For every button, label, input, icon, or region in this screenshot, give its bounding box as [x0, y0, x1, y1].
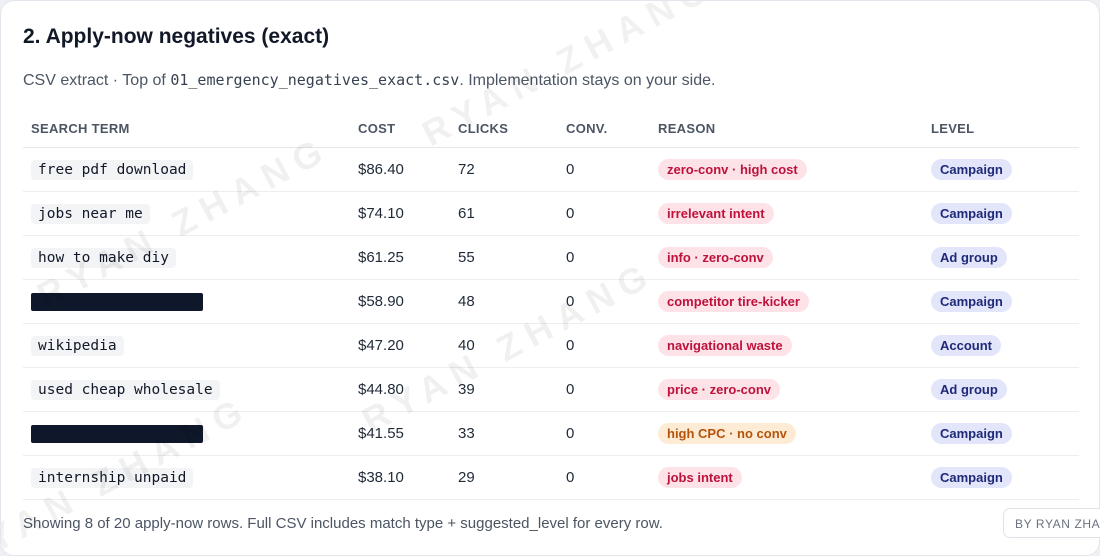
cell-clicks: 72: [450, 147, 558, 192]
cell-reason: navigational waste: [650, 323, 923, 368]
reason-badge: competitor tire-kicker: [658, 291, 809, 312]
level-badge: Campaign: [931, 423, 1012, 444]
level-badge: Campaign: [931, 159, 1012, 180]
cell-conv: 0: [558, 455, 650, 500]
cell-search-term: free pdf download: [23, 147, 350, 192]
cell-cost: $44.80: [350, 367, 450, 412]
column-header-cost: COST: [350, 109, 450, 148]
cell-search-term: jobs near me: [23, 191, 350, 236]
redacted-term-block: [31, 292, 203, 311]
cell-clicks: 39: [450, 367, 558, 412]
csv-filename: 01_emergency_negatives_exact.csv: [170, 71, 460, 89]
reason-badge: jobs intent: [658, 467, 742, 488]
cell-cost: $38.10: [350, 455, 450, 500]
table-body: free pdf download $86.40 72 0 zero-conv · hi…: [23, 147, 1079, 500]
column-header-conv: CONV.: [558, 109, 650, 148]
level-badge: Campaign: [931, 203, 1012, 224]
search-term-chip: used cheap wholesale: [31, 379, 220, 400]
column-header-search-term: SEARCH TERM: [23, 109, 350, 148]
subtitle-suffix: . Implementation stays on your side.: [459, 72, 716, 89]
cell-search-term: [23, 279, 350, 324]
cell-search-term: how to make diy: [23, 235, 350, 280]
column-header-reason: REASON: [650, 109, 923, 148]
search-term-chip: jobs near me: [31, 203, 150, 224]
cell-reason: zero-conv · high cost: [650, 147, 923, 192]
cell-level: Ad group: [923, 235, 1079, 280]
column-header-level: LEVEL: [923, 109, 1079, 148]
reason-badge: zero-conv · high cost: [658, 159, 807, 180]
redacted-term-block: [31, 424, 203, 443]
negatives-table: SEARCH TERM COST CLICKS CONV. REASON LEV…: [23, 109, 1079, 500]
author-badge[interactable]: BY RYAN ZHANG: [1003, 508, 1100, 538]
section-title: 2. Apply-now negatives (exact): [23, 25, 330, 48]
cell-cost: $74.10: [350, 191, 450, 236]
level-badge: Ad group: [931, 247, 1007, 268]
cell-reason: high CPC · no conv: [650, 411, 923, 456]
level-badge: Campaign: [931, 467, 1012, 488]
cell-clicks: 33: [450, 411, 558, 456]
search-term-chip: free pdf download: [31, 159, 194, 180]
reason-badge: high CPC · no conv: [658, 423, 796, 444]
cell-reason: info · zero-conv: [650, 235, 923, 280]
table-row[interactable]: $41.55 33 0 high CPC · no conv Campaign: [23, 411, 1079, 456]
cell-level: Ad group: [923, 367, 1079, 412]
cell-reason: irrelevant intent: [650, 191, 923, 236]
cell-search-term: [23, 411, 350, 456]
cell-conv: 0: [558, 235, 650, 280]
cell-conv: 0: [558, 279, 650, 324]
cell-level: Campaign: [923, 455, 1079, 500]
search-term-chip: wikipedia: [31, 335, 124, 356]
table-row[interactable]: internship unpaid $38.10 29 0 jobs intent Cam…: [23, 455, 1079, 500]
reason-badge: irrelevant intent: [658, 203, 774, 224]
table-row[interactable]: how to make diy $61.25 55 0 info · zero-conv…: [23, 235, 1079, 280]
table-row[interactable]: used cheap wholesale $44.80 39 0 price · zer…: [23, 367, 1079, 412]
search-term-chip: internship unpaid: [31, 467, 194, 488]
cell-conv: 0: [558, 191, 650, 236]
table-row[interactable]: $58.90 48 0 competitor tire-kicker Campaign: [23, 279, 1079, 324]
footer-note: Showing 8 of 20 apply-now rows. Full CSV…: [23, 515, 663, 532]
search-term-chip: how to make diy: [31, 247, 176, 268]
cell-clicks: 48: [450, 279, 558, 324]
cell-clicks: 55: [450, 235, 558, 280]
cell-conv: 0: [558, 323, 650, 368]
table-header: SEARCH TERM COST CLICKS CONV. REASON LEV…: [23, 109, 1079, 148]
reason-badge: navigational waste: [658, 335, 792, 356]
cell-level: Account: [923, 323, 1079, 368]
cell-conv: 0: [558, 147, 650, 192]
reason-badge: price · zero-conv: [658, 379, 781, 400]
cell-level: Campaign: [923, 147, 1079, 192]
level-badge: Account: [931, 335, 1001, 356]
cell-search-term: used cheap wholesale: [23, 367, 350, 412]
table-row[interactable]: wikipedia $47.20 40 0 navigational waste Acco…: [23, 323, 1079, 368]
table-row[interactable]: free pdf download $86.40 72 0 zero-conv · hi…: [23, 147, 1079, 192]
cell-reason: price · zero-conv: [650, 367, 923, 412]
table-row[interactable]: jobs near me $74.10 61 0 irrelevant intent Ca…: [23, 191, 1079, 236]
cell-level: Campaign: [923, 191, 1079, 236]
reason-badge: info · zero-conv: [658, 247, 773, 268]
cell-reason: competitor tire-kicker: [650, 279, 923, 324]
cell-cost: $47.20: [350, 323, 450, 368]
section-subtitle: CSV extract · Top of 01_emergency_negati…: [23, 71, 715, 90]
cell-search-term: wikipedia: [23, 323, 350, 368]
cell-conv: 0: [558, 367, 650, 412]
cell-conv: 0: [558, 411, 650, 456]
cell-clicks: 61: [450, 191, 558, 236]
cell-cost: $61.25: [350, 235, 450, 280]
cell-reason: jobs intent: [650, 455, 923, 500]
cell-cost: $41.55: [350, 411, 450, 456]
column-header-clicks: CLICKS: [450, 109, 558, 148]
cell-cost: $58.90: [350, 279, 450, 324]
cell-clicks: 29: [450, 455, 558, 500]
level-badge: Campaign: [931, 291, 1012, 312]
cell-level: Campaign: [923, 411, 1079, 456]
cell-search-term: internship unpaid: [23, 455, 350, 500]
level-badge: Ad group: [931, 379, 1007, 400]
cell-cost: $86.40: [350, 147, 450, 192]
cell-clicks: 40: [450, 323, 558, 368]
cell-level: Campaign: [923, 279, 1079, 324]
subtitle-prefix: CSV extract · Top of: [23, 72, 171, 89]
